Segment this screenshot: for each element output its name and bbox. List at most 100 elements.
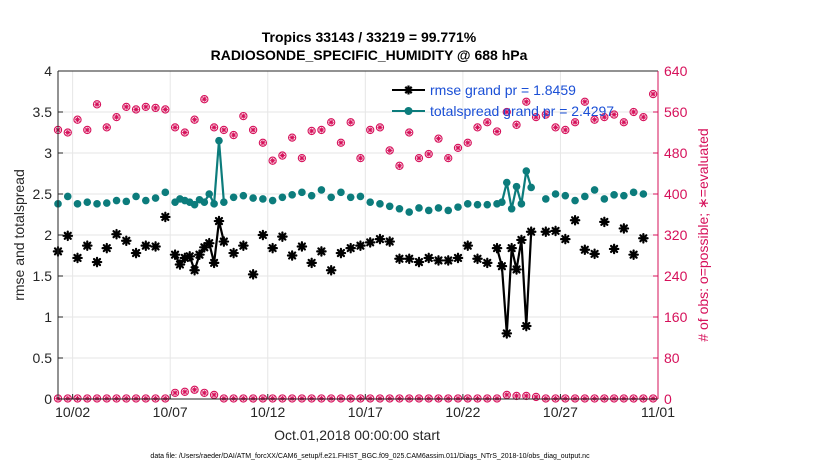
obs-count-marker <box>483 118 492 127</box>
obs-count-marker <box>414 394 424 403</box>
rmse-line-segment <box>495 231 533 334</box>
footer-data-file: data file: /Users/raeder/DAI/ATM_forcXX/… <box>150 453 590 460</box>
obs-count-marker <box>248 394 258 403</box>
obs-count-marker <box>395 161 404 170</box>
obs-count-marker <box>356 153 365 163</box>
obs-count-marker <box>73 394 82 403</box>
rmse-point <box>267 242 278 254</box>
rmse-point <box>618 223 630 234</box>
rmse-point <box>506 242 517 254</box>
obs-count-marker <box>112 112 121 122</box>
totalspread-point <box>639 190 648 198</box>
rmse-point <box>72 252 83 264</box>
rmse-point <box>130 247 142 259</box>
rmse-point <box>540 226 552 238</box>
y-tick-label: 1.5 <box>33 268 53 284</box>
obs-count-marker <box>619 118 629 127</box>
x-axis-ticks: 10/02 10/07 10/12 10/17 10/22 10/27 11/01 <box>55 394 675 420</box>
rmse-point <box>306 257 317 269</box>
obs-count-marker <box>63 394 72 403</box>
totalspread-point <box>356 192 365 201</box>
rmse-point <box>169 249 181 260</box>
rmse-point <box>277 231 288 242</box>
obs-count-marker <box>307 126 316 136</box>
totalspread-point <box>346 193 355 202</box>
totalspread-point <box>239 191 248 200</box>
obs-count-marker <box>287 394 297 403</box>
x-tick-label: 10/12 <box>250 404 285 420</box>
totalspread-point <box>132 192 140 201</box>
obs-count-marker <box>414 153 424 163</box>
rmse-point <box>325 264 337 276</box>
totalspread-point <box>307 191 316 200</box>
rmse-point <box>286 250 298 261</box>
obs-count-marker <box>248 125 258 135</box>
rmse-point <box>203 237 215 249</box>
totalspread-point <box>522 167 531 175</box>
rmse-point <box>501 328 513 339</box>
totalspread-point <box>385 202 394 211</box>
totalspread-point <box>571 196 579 205</box>
obs-count-marker <box>239 394 248 403</box>
rmse-point <box>194 249 205 260</box>
obs-count-marker <box>541 394 550 403</box>
obs-count-marker <box>648 394 658 403</box>
totalspread-point <box>434 204 443 212</box>
obs-count-marker <box>336 138 346 147</box>
totalspread-point <box>498 198 506 206</box>
obs-count-marker <box>366 394 375 403</box>
obs-count-marker <box>102 394 111 403</box>
totalspread-point <box>507 204 516 213</box>
totalspread-point <box>215 136 223 145</box>
totalspread-point <box>83 198 92 206</box>
x-tick-label: 10/17 <box>348 404 383 420</box>
y-tick-label: 0 <box>44 391 52 407</box>
obs-count-marker <box>327 118 336 127</box>
totalspread-point <box>473 200 482 209</box>
rmse-point <box>384 236 396 247</box>
obs-count-marker <box>551 394 560 403</box>
right-tick-label: 80 <box>664 350 680 366</box>
obs-count-marker <box>317 394 326 403</box>
obs-count-marker <box>385 394 394 403</box>
obs-count-marker <box>405 394 414 403</box>
rmse-point <box>101 242 113 254</box>
obs-count-marker <box>200 388 209 398</box>
obs-count-marker <box>424 394 433 403</box>
right-tick-label: 560 <box>664 104 688 120</box>
obs-count-marker <box>219 394 229 403</box>
totalspread-point <box>517 200 526 208</box>
obs-count-marker <box>648 89 658 99</box>
totalspread-point <box>142 196 150 205</box>
y-tick-label: 2 <box>44 227 52 243</box>
legend-spread-marker <box>404 107 413 115</box>
right-tick-label: 480 <box>664 145 688 161</box>
totalspread-point <box>590 186 599 194</box>
obs-count-marker <box>141 102 150 112</box>
totalspread-point <box>229 193 238 202</box>
rmse-point <box>189 264 200 276</box>
obs-count-marker <box>629 394 638 403</box>
totalspread-point <box>415 204 423 212</box>
obs-count-marker <box>453 394 463 403</box>
obs-count-marker <box>83 394 92 403</box>
rmse-point <box>140 240 152 251</box>
rmse-point <box>111 228 122 240</box>
legend-spread-label: totalspread grand pr = 2.4297 <box>430 103 614 119</box>
obs-count-marker <box>83 125 92 135</box>
rmse-point <box>257 229 269 241</box>
rmse-point <box>91 256 103 268</box>
obs-count-marker <box>609 394 619 403</box>
obs-count-marker <box>570 394 580 403</box>
right-tick-label: 160 <box>664 309 688 325</box>
totalspread-point <box>527 183 535 192</box>
x-tick-label: 10/22 <box>445 404 480 420</box>
rmse-point <box>160 211 171 223</box>
totalspread-point <box>376 200 384 208</box>
rmse-point <box>628 249 639 260</box>
x-tick-label: 10/02 <box>55 404 90 420</box>
totalspread-point <box>259 195 267 203</box>
rmse-point <box>355 240 366 251</box>
totalspread-point <box>327 193 335 202</box>
obs-count-marker <box>297 153 307 163</box>
